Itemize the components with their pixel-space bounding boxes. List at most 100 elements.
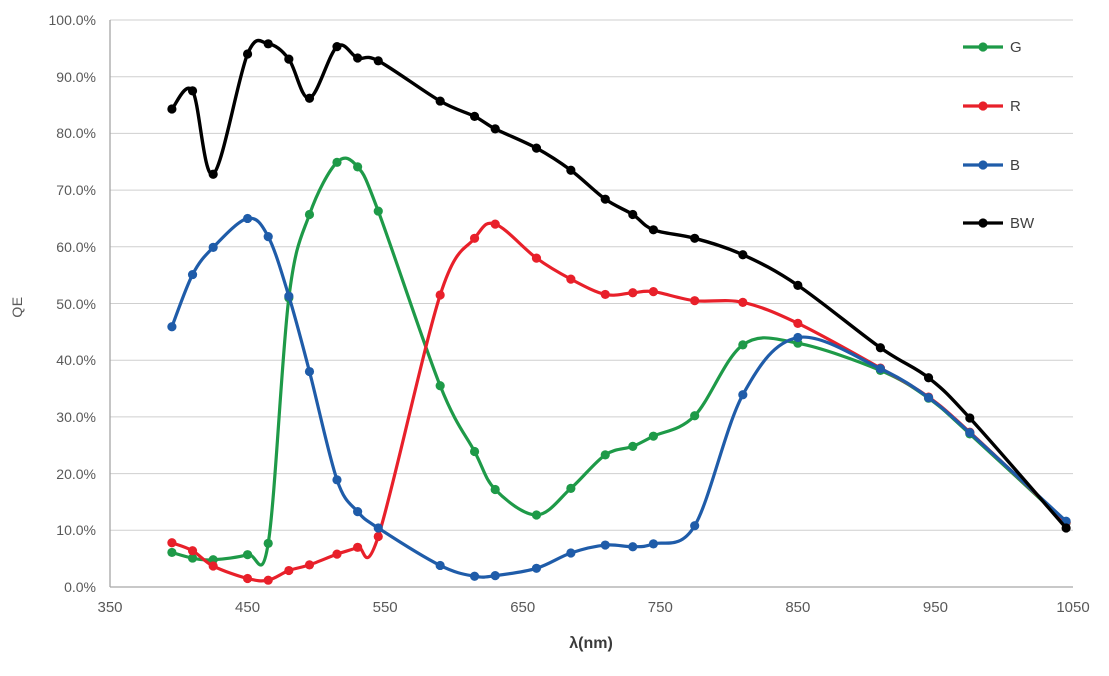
data-point-B xyxy=(284,291,294,301)
data-point-G xyxy=(600,450,610,460)
data-point-G xyxy=(490,484,500,495)
data-point-G xyxy=(353,162,363,172)
legend-label-r: R xyxy=(1010,97,1021,115)
data-point-BW xyxy=(353,53,363,63)
y-tick-label: 10.0% xyxy=(56,522,96,539)
series-R xyxy=(167,219,1071,585)
data-point-B xyxy=(628,542,638,552)
data-point-B xyxy=(648,539,659,549)
data-point-G xyxy=(242,550,253,560)
legend-item-b: B xyxy=(963,155,1020,175)
data-point-B xyxy=(531,563,542,573)
data-point-R xyxy=(373,531,383,542)
data-point-R xyxy=(242,573,253,584)
data-point-R xyxy=(690,296,700,306)
data-point-B xyxy=(435,560,445,571)
data-point-BW xyxy=(304,93,315,103)
legend-label-b: B xyxy=(1010,156,1021,174)
data-point-B xyxy=(353,506,363,517)
gridlines xyxy=(110,19,1073,531)
data-point-B xyxy=(923,393,934,403)
data-point-G xyxy=(304,209,315,220)
data-point-B xyxy=(875,364,886,374)
data-point-R xyxy=(208,561,218,571)
data-point-B xyxy=(242,213,253,224)
data-point-B xyxy=(167,322,177,332)
data-point-G xyxy=(187,553,198,563)
x-tick-label: 750 xyxy=(647,599,673,616)
data-point-G xyxy=(469,446,480,457)
data-point-BW xyxy=(566,165,576,175)
data-point-B xyxy=(332,475,342,485)
legend-item-r: R xyxy=(963,96,1021,116)
legend-swatch-r-icon xyxy=(963,101,1003,111)
data-point-R xyxy=(353,542,363,552)
data-point-BW xyxy=(469,111,480,121)
data-point-BW xyxy=(648,225,659,235)
x-tick-label: 950 xyxy=(922,599,948,616)
data-point-G xyxy=(531,510,542,520)
y-tick-label: 20.0% xyxy=(56,465,96,482)
data-point-BW xyxy=(435,96,445,106)
data-point-BW xyxy=(284,54,294,64)
data-point-R xyxy=(648,286,659,297)
data-point-BW xyxy=(332,42,342,52)
data-point-B xyxy=(738,390,748,400)
y-tick-label: 0.0% xyxy=(64,579,96,595)
data-point-BW xyxy=(923,373,934,383)
legend-swatch-b-icon xyxy=(963,160,1003,170)
data-point-R xyxy=(490,219,500,229)
data-point-BW xyxy=(373,56,383,66)
y-tick-label: 60.0% xyxy=(56,238,96,255)
data-point-G xyxy=(332,157,342,167)
data-point-G xyxy=(566,483,576,493)
y-tick-label: 30.0% xyxy=(56,408,96,425)
data-point-G xyxy=(263,538,273,548)
legend-label-g: G xyxy=(1010,38,1022,56)
data-point-B xyxy=(263,231,273,242)
data-point-R xyxy=(284,565,294,576)
data-point-BW xyxy=(263,39,273,49)
x-tick-label: 1050 xyxy=(1056,599,1090,616)
data-point-G xyxy=(373,206,383,216)
data-point-BW xyxy=(965,413,975,423)
data-point-R xyxy=(566,274,576,284)
legend-swatch-g-icon xyxy=(963,42,1003,52)
data-point-R xyxy=(469,233,480,243)
data-point-R xyxy=(332,549,342,559)
x-tick-label: 450 xyxy=(235,599,261,616)
x-tick-label: 350 xyxy=(97,599,123,616)
series-B xyxy=(167,213,1071,581)
axes xyxy=(109,20,1073,588)
data-point-BW xyxy=(793,280,803,290)
x-tick-label: 650 xyxy=(510,599,536,616)
data-point-BW xyxy=(490,124,500,134)
data-point-BW xyxy=(208,169,218,179)
data-point-R xyxy=(304,560,315,570)
data-point-B xyxy=(304,366,315,377)
data-point-R xyxy=(738,297,748,307)
x-axis-title: λ(nm) xyxy=(569,635,613,652)
data-point-G xyxy=(167,547,177,558)
legend-item-g: G xyxy=(963,37,1022,57)
data-point-BW xyxy=(1061,523,1071,533)
data-point-R xyxy=(435,290,445,300)
data-point-B xyxy=(690,521,700,531)
y-tick-label: 80.0% xyxy=(56,125,96,142)
data-point-B xyxy=(600,540,610,550)
data-point-B xyxy=(373,523,383,533)
y-tick-label: 70.0% xyxy=(56,182,96,199)
data-point-BW xyxy=(738,250,748,260)
data-point-B xyxy=(793,332,803,343)
x-tick-label: 550 xyxy=(372,599,398,616)
data-point-BW xyxy=(167,104,177,114)
data-point-R xyxy=(600,289,610,300)
series-G xyxy=(167,156,1071,567)
data-point-R xyxy=(187,546,198,556)
data-point-BW xyxy=(875,343,886,353)
data-point-BW xyxy=(600,194,610,204)
data-point-BW xyxy=(628,209,638,220)
data-point-G xyxy=(690,411,700,421)
